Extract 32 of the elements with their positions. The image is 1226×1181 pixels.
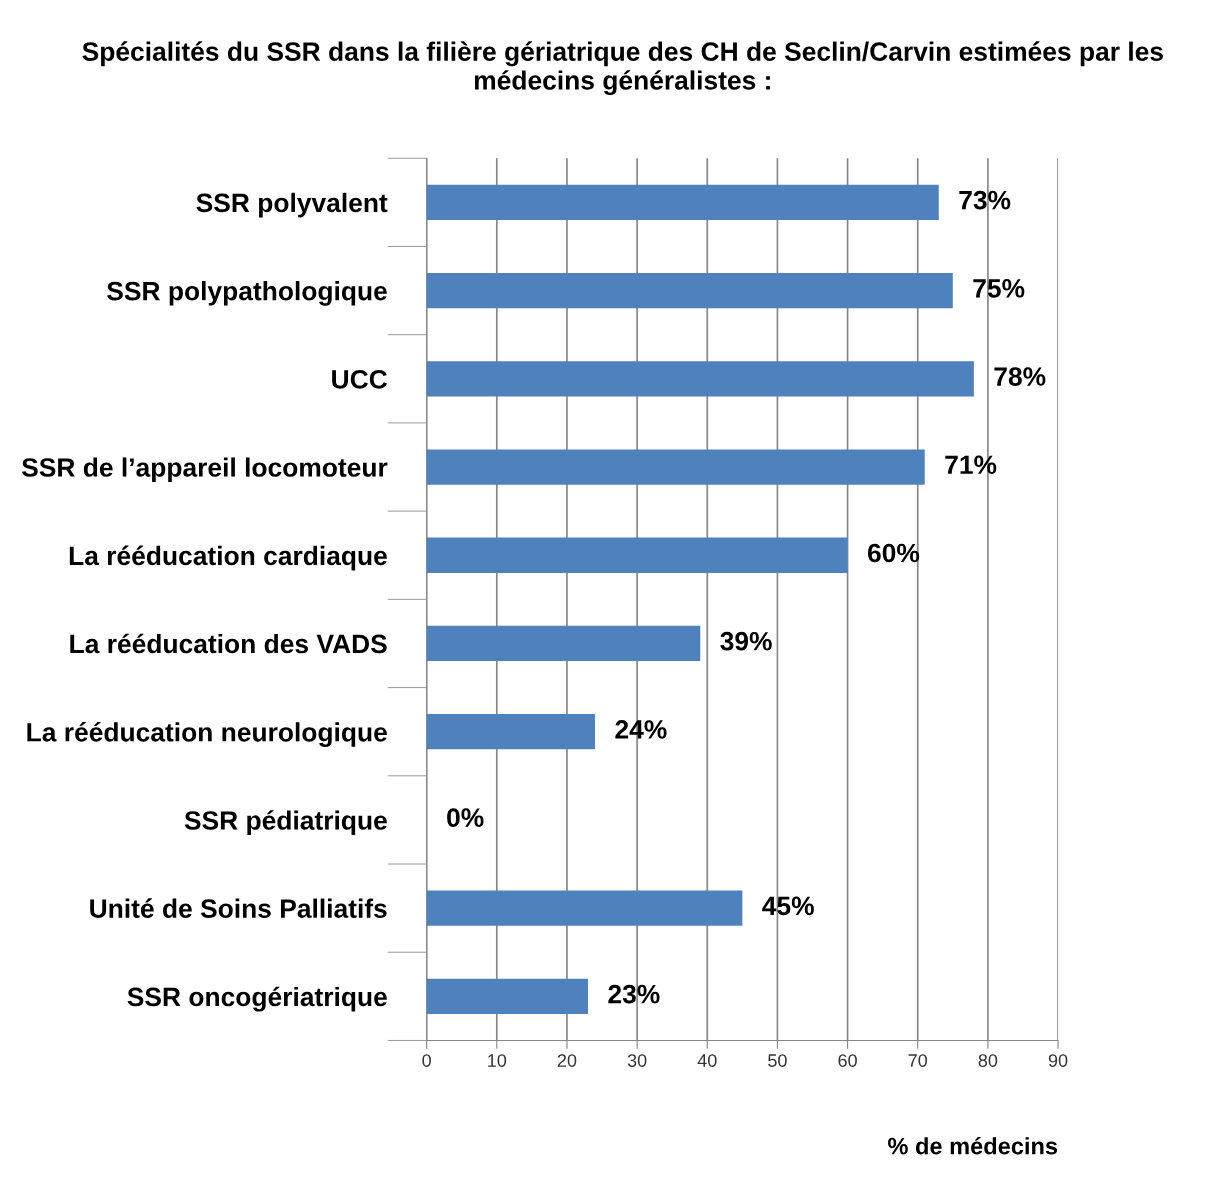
data-label: 75% xyxy=(973,279,1025,298)
x-tick-label: 50 xyxy=(768,1054,787,1067)
data-label: 0% xyxy=(447,808,484,827)
data-label: 71% xyxy=(945,455,997,475)
data-label: 45% xyxy=(762,896,814,916)
x-tick-label: 80 xyxy=(978,1054,998,1067)
y-tick-label: UCC xyxy=(332,369,388,389)
data-label: 23% xyxy=(608,984,660,1004)
x-tick-label: 60 xyxy=(838,1054,857,1067)
x-tick-label: 30 xyxy=(627,1054,647,1067)
data-label: 24% xyxy=(615,720,667,739)
chart-title: Spécialités du SSR dans la filière gériatrique des CH de Seclin/Carvin estimées par les médecins généralistes : xyxy=(82,41,1163,96)
data-label: 78% xyxy=(994,367,1046,386)
x-tick-label: 0 xyxy=(422,1054,431,1067)
data-label: 39% xyxy=(720,631,772,651)
y-tick-label: La rééducation des VADS xyxy=(70,633,387,654)
y-tick-label: SSR pédiatrique xyxy=(184,810,387,836)
y-tick-label: La rééducation cardiaque xyxy=(69,545,387,571)
y-tick-label: SSR de l’appareil locomoteur xyxy=(21,457,388,483)
y-tick-label: La rééducation neurologique xyxy=(27,722,387,747)
x-tick-label: 40 xyxy=(697,1054,717,1067)
y-tick-label: SSR oncogériatrique xyxy=(127,986,387,1012)
y-tick-label: Unité de Soins Palliatifs xyxy=(90,898,387,918)
y-tick-label: SSR polyvalent xyxy=(196,192,388,218)
x-tick-label: 70 xyxy=(908,1054,928,1067)
x-axis-title: % de médecins xyxy=(888,1136,1058,1155)
x-tick-label: 10 xyxy=(488,1054,507,1067)
data-label: 60% xyxy=(867,543,920,563)
data-label: 73% xyxy=(959,190,1011,210)
x-tick-label: 20 xyxy=(557,1054,577,1067)
y-tick-label: SSR polypathologique xyxy=(107,281,387,306)
x-tick-label: 90 xyxy=(1048,1054,1068,1067)
